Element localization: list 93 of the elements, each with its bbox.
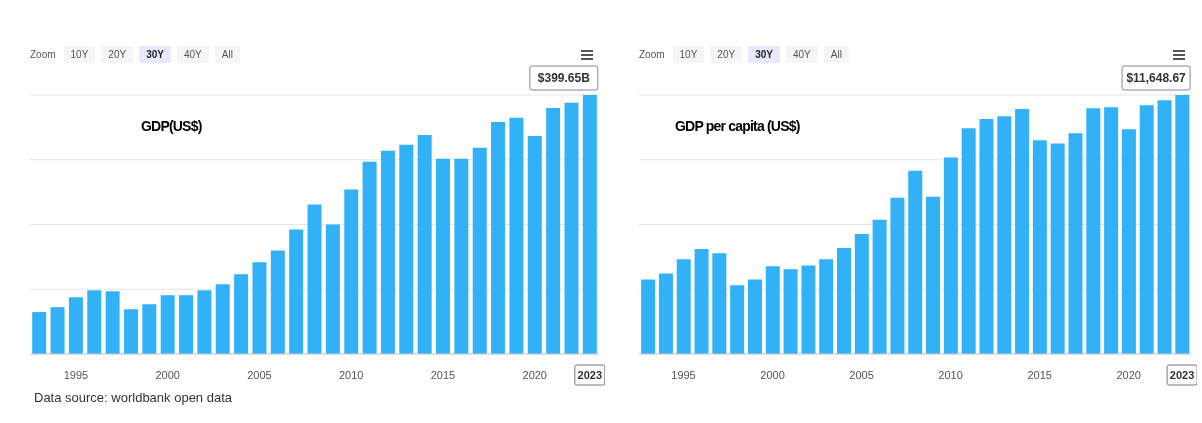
bar xyxy=(908,170,923,354)
annotation: $399.65B xyxy=(537,71,591,85)
bar xyxy=(289,229,304,354)
text: All xyxy=(214,46,240,63)
bar xyxy=(399,144,414,354)
bar xyxy=(123,309,138,354)
bar xyxy=(380,150,395,354)
text: Zoom xyxy=(639,49,665,60)
bar xyxy=(712,253,727,354)
bar xyxy=(160,295,175,354)
bar xyxy=(50,307,65,354)
text: 30Y xyxy=(748,46,780,63)
x-tick-label: 2005 xyxy=(849,369,874,381)
bar xyxy=(1175,95,1190,354)
bar xyxy=(546,107,561,354)
bar xyxy=(252,262,267,354)
x-tick-label: 2005 xyxy=(247,369,272,381)
bar xyxy=(1032,140,1047,354)
text: GDP(US$) xyxy=(141,118,202,134)
bar xyxy=(436,158,451,354)
bar xyxy=(943,157,958,354)
bar xyxy=(1050,143,1065,354)
text: 20Y xyxy=(101,46,134,63)
bar xyxy=(179,295,194,354)
bar xyxy=(454,158,469,354)
text: 30Y xyxy=(139,46,171,63)
bar xyxy=(32,312,47,354)
x-tick-label: 2010 xyxy=(338,369,364,381)
bar xyxy=(658,273,673,354)
bar xyxy=(215,284,230,354)
bar xyxy=(837,248,852,354)
bar xyxy=(890,197,905,354)
bar xyxy=(926,196,941,354)
bar xyxy=(1139,105,1154,354)
bar xyxy=(819,259,834,354)
bar xyxy=(1157,100,1172,354)
bar xyxy=(1015,108,1030,354)
bar xyxy=(491,121,506,354)
bar xyxy=(87,290,102,354)
bar xyxy=(68,297,83,354)
bar xyxy=(747,279,762,354)
bar xyxy=(854,234,869,354)
x-tick-label: 2015 xyxy=(1027,369,1052,381)
x-tick-label: 2023 xyxy=(577,369,603,381)
bar xyxy=(694,249,709,354)
bar xyxy=(270,250,285,354)
x-tick-label: 1995 xyxy=(671,369,696,381)
bar xyxy=(197,290,212,354)
bar xyxy=(582,95,597,354)
bar xyxy=(979,119,994,354)
bar xyxy=(1121,129,1136,354)
x-tick-label: 2000 xyxy=(760,369,785,381)
bar xyxy=(509,117,524,354)
bar xyxy=(105,291,120,354)
text: All xyxy=(823,46,849,63)
text: 10Y xyxy=(672,46,705,63)
bar xyxy=(961,128,976,354)
bar xyxy=(362,161,377,354)
bar xyxy=(527,135,542,354)
x-tick-label: 2020 xyxy=(1116,369,1141,381)
x-tick-label: 2015 xyxy=(430,369,456,381)
x-tick-label: 2000 xyxy=(155,369,180,381)
bar xyxy=(872,219,887,354)
x-tick-label: 2020 xyxy=(522,369,547,381)
bar xyxy=(765,266,780,354)
text: GDP per capita (US$) xyxy=(675,118,800,134)
bar xyxy=(801,265,816,354)
text: 20Y xyxy=(710,46,743,63)
source-note: Data source: worldbank open data xyxy=(34,390,233,405)
annotation: $11,648.67 xyxy=(1126,71,1187,85)
bar xyxy=(234,274,249,354)
bar xyxy=(142,304,157,354)
bar xyxy=(1104,107,1119,354)
bar xyxy=(564,102,579,354)
x-tick-label: 2023 xyxy=(1169,369,1195,381)
text: Zoom xyxy=(30,49,56,60)
bar xyxy=(997,116,1012,354)
text: 40Y xyxy=(176,46,209,63)
bar xyxy=(730,285,745,354)
bar xyxy=(676,259,691,354)
bar xyxy=(783,269,798,354)
bar xyxy=(1086,108,1101,354)
text: 40Y xyxy=(785,46,818,63)
x-tick-label: 1995 xyxy=(63,369,89,381)
bar xyxy=(1068,133,1083,354)
bar xyxy=(344,189,359,354)
bar xyxy=(307,204,322,354)
text: 10Y xyxy=(63,46,96,63)
bar xyxy=(641,279,656,354)
bar xyxy=(417,134,432,354)
x-tick-label: 2010 xyxy=(938,369,963,381)
bar xyxy=(472,147,487,354)
bar xyxy=(325,224,340,354)
